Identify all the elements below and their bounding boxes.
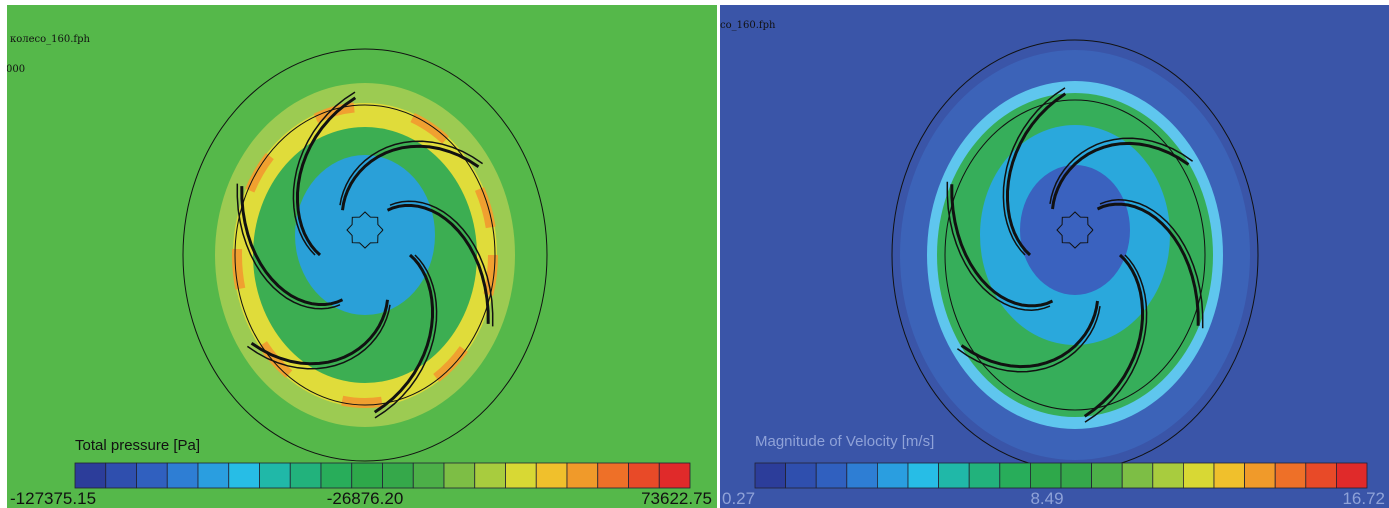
colorbar-cell — [443, 462, 476, 489]
blade — [1002, 87, 1066, 256]
blade — [956, 305, 1101, 373]
blades — [236, 91, 494, 419]
colorbar-cell — [1183, 462, 1215, 489]
colorbar-cell — [228, 462, 260, 489]
colorbar-cell — [968, 462, 1001, 489]
outline — [234, 104, 496, 406]
scale-mid: -26876.20 — [327, 489, 404, 508]
stamp: 000 — [6, 64, 25, 75]
colorbar-cell — [1091, 462, 1123, 489]
legend-title: Total pressure [Pa] — [75, 437, 200, 454]
blade — [1096, 202, 1200, 326]
colorbar-cell — [351, 462, 383, 489]
colorbar-cell — [628, 462, 660, 489]
colorbar-cell — [1152, 462, 1184, 489]
colorbar-cell — [474, 462, 506, 489]
colorbar-cell — [412, 462, 445, 489]
colorbar-cell — [320, 462, 353, 489]
blade — [373, 253, 434, 414]
colorbar-cell — [289, 462, 322, 489]
outline — [182, 48, 548, 462]
blade — [386, 204, 490, 324]
blade — [296, 96, 357, 257]
blade — [1006, 92, 1067, 257]
blade — [389, 200, 494, 327]
pressure-panel: колесо_160.fph 000 Total pressure [Pa] -… — [6, 5, 717, 508]
blades — [946, 87, 1204, 423]
colorbar-cell — [907, 462, 940, 489]
colorbar-cell — [1121, 462, 1154, 489]
blade — [1099, 199, 1204, 329]
colorbar-cell — [382, 462, 414, 489]
colorbar-cell — [535, 462, 568, 489]
blade — [341, 144, 480, 211]
colorbar-cell — [1060, 462, 1093, 489]
colorbar-cell — [785, 462, 817, 489]
colorbar-cell — [1244, 462, 1276, 489]
colorbar-cell — [846, 462, 878, 489]
blade — [1051, 141, 1190, 210]
blade — [950, 184, 1054, 308]
colorbar-cell — [136, 462, 168, 489]
colorbar-cell — [1336, 462, 1368, 489]
hub — [346, 211, 384, 249]
colorbar-cell — [1030, 462, 1062, 489]
colorbar-cell — [505, 462, 537, 489]
scale-max: 16.72 — [1342, 489, 1385, 508]
colorbar-cell — [597, 462, 629, 489]
file-name: со_160.fph — [720, 20, 776, 31]
colorbar-cell — [166, 462, 199, 489]
colorbar-cell — [74, 462, 107, 489]
file-name: колесо_160.fph — [10, 34, 91, 45]
colorbar-cell — [938, 462, 970, 489]
scale-mid: 8.49 — [1030, 489, 1063, 508]
contour — [232, 102, 498, 408]
scale-min: -127375.15 — [10, 489, 96, 508]
outline — [944, 99, 1206, 411]
blade — [1083, 253, 1144, 418]
colorbar — [74, 462, 691, 489]
legend-title: Magnitude of Velocity [m/s] — [755, 433, 934, 450]
blade — [1049, 137, 1194, 205]
contour — [1020, 165, 1130, 295]
colorbar-cell — [877, 462, 909, 489]
colorbar-cell — [566, 462, 599, 489]
colorbar-cell — [658, 462, 691, 489]
blade — [236, 183, 341, 310]
blade — [292, 91, 356, 256]
blade — [946, 181, 1051, 311]
colorbar-cell — [754, 462, 787, 489]
blade — [1084, 254, 1148, 423]
scale-max: 73622.75 — [641, 489, 712, 508]
colorbar-cell — [259, 462, 291, 489]
contour — [295, 155, 435, 315]
colorbar-cell — [197, 462, 230, 489]
colorbar-cell — [999, 462, 1031, 489]
colorbar-cell — [105, 462, 137, 489]
blade — [240, 186, 344, 306]
velocity-panel: со_160.fph Magnitude of Velocity [m/s] 0… — [720, 5, 1389, 508]
hub — [1056, 211, 1094, 249]
scale-min: 0.27 — [722, 489, 755, 508]
colorbar-cell — [1305, 462, 1337, 489]
blade — [339, 140, 484, 206]
colorbar-cell — [815, 462, 848, 489]
blade — [250, 299, 389, 366]
blade — [374, 254, 438, 419]
blade — [960, 300, 1099, 369]
colorbar-cell — [1213, 462, 1246, 489]
colorbar-cell — [1274, 462, 1307, 489]
blade — [246, 304, 391, 370]
colorbar — [754, 462, 1368, 489]
